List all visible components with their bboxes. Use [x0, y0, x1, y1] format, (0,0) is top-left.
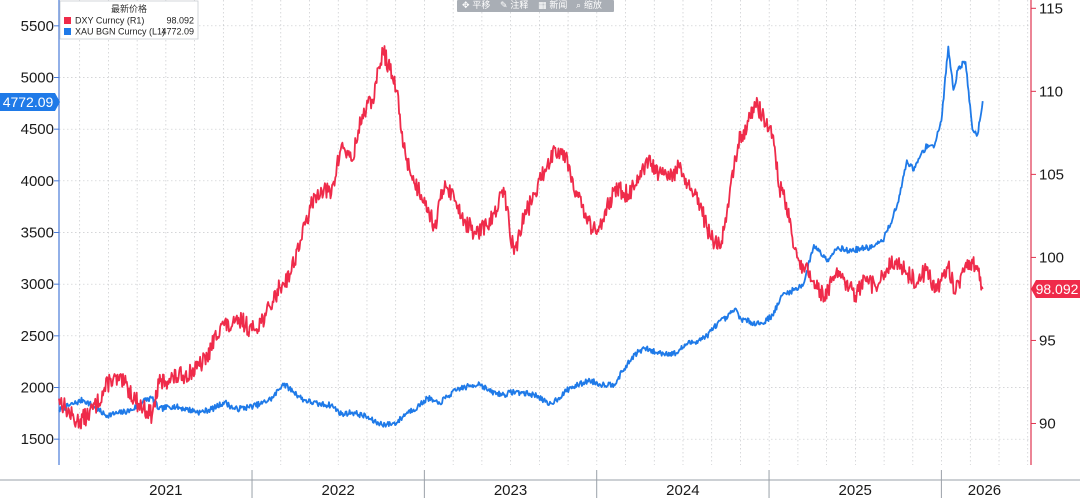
x-axis-ticks: 2021 2022 2023 2024 2025 2026: [149, 470, 1001, 498]
right-value-tag: 98.092: [1031, 279, 1080, 298]
legend-value-dxy: 98.092: [166, 16, 194, 26]
series-layer: [58, 45, 984, 430]
dxy-series-line: [58, 45, 984, 430]
left-tick-label: 5000: [21, 70, 54, 87]
year-label: 2024: [666, 482, 699, 498]
legend-swatch-xau: [64, 28, 71, 35]
legend-box: [59, 0, 199, 40]
right-value-tag-text: 98.092: [1036, 281, 1079, 297]
right-tick-label: 100: [1039, 249, 1064, 266]
right-tick-label: 105: [1039, 166, 1064, 183]
left-tick-label: 1500: [21, 431, 54, 448]
toolbar-news-button[interactable]: ▦ 新闻: [538, 0, 567, 11]
left-tick-label: 2000: [21, 380, 54, 397]
xau-series-line: [58, 45, 984, 428]
legend: 最新价格 DXY Curncy (R1) 98.092 XAU BGN Curn…: [59, 0, 199, 40]
year-label: 2023: [494, 482, 527, 498]
right-tick-label: 110: [1039, 83, 1063, 100]
left-tick-label: 3000: [21, 276, 54, 293]
legend-title: 最新价格: [111, 3, 147, 15]
right-value-tag-shape: [1031, 279, 1080, 298]
legend-value-xau: 4772.09: [161, 27, 194, 37]
legend-label-dxy: DXY Curncy (R1): [75, 16, 144, 26]
toolbar-pan-button[interactable]: ✥ 平移: [462, 0, 490, 11]
left-tick-label: 2500: [21, 328, 54, 345]
right-axis-ticks: 90 95 100 105 110 115: [1031, 0, 1064, 432]
toolbar-annotate-button[interactable]: ✎ 注释: [500, 0, 528, 11]
year-label: 2021: [149, 482, 182, 498]
left-tick-label: 3500: [21, 225, 54, 242]
right-tick-label: 90: [1039, 415, 1056, 432]
legend-swatch-dxy: [64, 17, 71, 24]
right-tick-label: 115: [1039, 0, 1063, 17]
legend-label-xau: XAU BGN Curncy (L1): [75, 27, 165, 37]
left-tick-label: 4500: [21, 121, 54, 138]
year-label: 2025: [839, 482, 872, 498]
year-label: 2026: [968, 482, 1001, 498]
toolbar-zoom-button[interactable]: ⌕ 缩放: [576, 0, 602, 11]
chart-toolbar: ✥ 平移 ✎ 注释 ▦ 新闻 ⌕ 缩放: [457, 0, 614, 12]
right-tick-label: 95: [1039, 332, 1056, 349]
left-value-tag: 4772.09: [0, 93, 60, 111]
year-label: 2022: [322, 482, 355, 498]
left-tick-label: 5500: [21, 18, 54, 35]
left-axis-ticks: 1500 2000 2500 3000 3500 4000 4500 5000 5500: [21, 18, 59, 448]
left-tick-label: 4000: [21, 173, 54, 190]
left-value-tag-text: 4772.09: [3, 94, 54, 110]
left-value-tag-shape: [0, 93, 60, 111]
toolbar-background: [457, 0, 614, 12]
